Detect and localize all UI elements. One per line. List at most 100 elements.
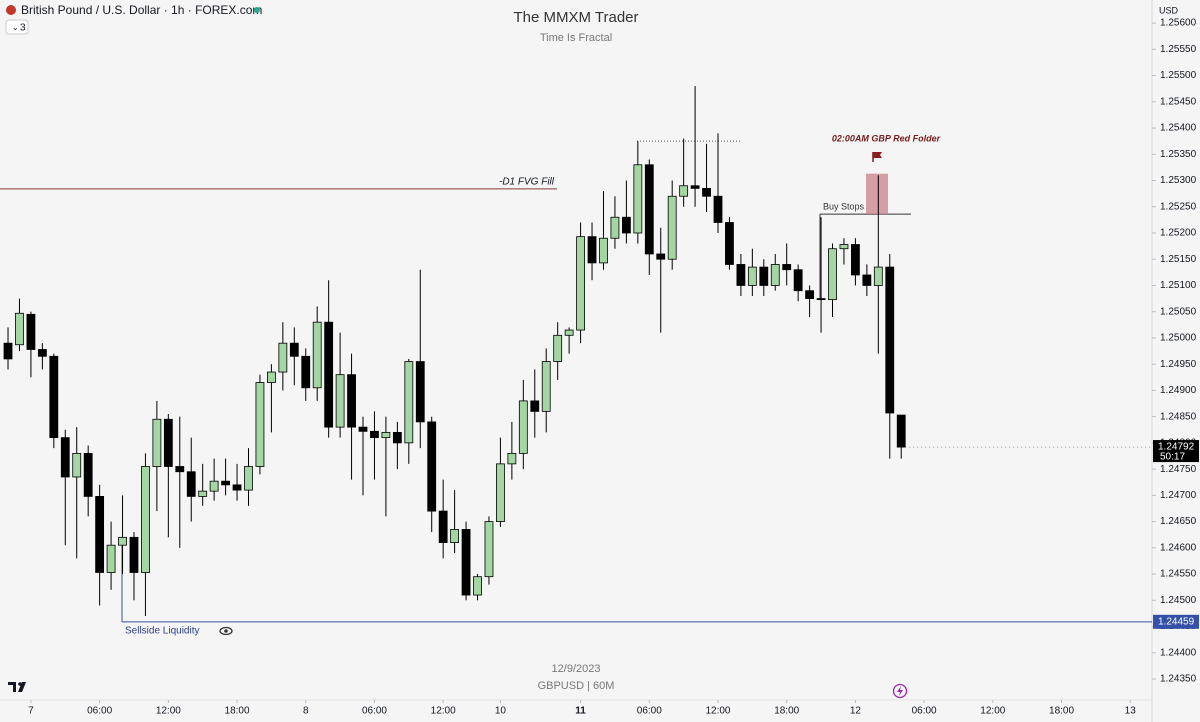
- candle-body: [839, 244, 849, 250]
- candle-body: [163, 418, 173, 467]
- sellside-price: 1.24459: [1158, 616, 1195, 627]
- candle-body: [37, 349, 47, 357]
- x-tick-label: 12: [850, 706, 862, 717]
- x-tick-label: 18:00: [774, 706, 799, 717]
- candle-body: [576, 236, 585, 331]
- candle-body: [610, 216, 620, 239]
- y-tick-label: 1.24750: [1160, 464, 1197, 475]
- candle-body: [862, 274, 872, 286]
- eye-icon[interactable]: [219, 626, 233, 636]
- x-tick-label: 06:00: [87, 706, 112, 717]
- candle-body: [106, 544, 116, 573]
- candle-body: [221, 480, 230, 486]
- candle-body: [656, 253, 666, 260]
- candle-body: [152, 418, 162, 467]
- candle-body: [232, 484, 242, 491]
- candle-body: [690, 185, 700, 189]
- y-tick-label: 1.24850: [1160, 411, 1197, 422]
- candle-body: [198, 490, 208, 497]
- candle-body: [679, 185, 689, 197]
- candle-body: [564, 329, 574, 336]
- candle-body: [335, 374, 345, 428]
- y-tick-label: 1.24650: [1160, 516, 1197, 527]
- interval-dropdown[interactable]: [5, 19, 29, 35]
- y-tick-label: 1.25200: [1160, 228, 1197, 239]
- candle-body: [816, 298, 826, 301]
- candle-body: [461, 529, 471, 596]
- x-tick-label: 06:00: [362, 706, 387, 717]
- candle-body: [473, 576, 482, 596]
- y-tick-label: 1.25550: [1160, 44, 1197, 55]
- candle-body: [621, 216, 631, 234]
- candle-body: [770, 264, 780, 286]
- candle-body: [782, 264, 792, 271]
- x-tick-label: 06:00: [637, 706, 662, 717]
- x-tick-label: 12:00: [705, 706, 730, 717]
- y-tick-label: 1.25300: [1160, 175, 1197, 186]
- candle-body: [278, 342, 288, 373]
- y-tick-label: 1.24950: [1160, 359, 1197, 370]
- candle-body: [118, 536, 127, 546]
- candle-body: [15, 312, 24, 346]
- candle-body: [518, 400, 528, 454]
- sellside-price-box: [1153, 614, 1199, 629]
- candle-body: [553, 334, 563, 362]
- chevron: ⌄: [12, 23, 19, 32]
- last-price-box: [1153, 440, 1199, 463]
- candle-body: [885, 266, 895, 414]
- countdown: 50:17: [1160, 452, 1185, 463]
- candle-body: [83, 452, 93, 497]
- candle-body: [667, 195, 677, 260]
- candle-body: [289, 342, 299, 357]
- x-tick-label: 12:00: [431, 706, 456, 717]
- candle-body: [633, 164, 643, 234]
- candle-body: [828, 248, 837, 301]
- candle-body: [49, 355, 59, 439]
- currency: USD: [1159, 5, 1179, 15]
- candle-body: [301, 355, 311, 389]
- candle-body: [347, 374, 356, 428]
- y-tick-label: 1.25450: [1160, 96, 1197, 107]
- x-tick-label: 12:00: [156, 706, 181, 717]
- candle-body: [450, 529, 460, 543]
- y-tick-label: 1.25350: [1160, 149, 1197, 160]
- y-tick-label: 1.25050: [1160, 306, 1197, 317]
- candle-body: [747, 266, 757, 286]
- x-tick-label: 7: [28, 706, 34, 717]
- candle-body: [312, 321, 322, 389]
- candle-body: [427, 421, 437, 512]
- candle-body: [793, 269, 803, 292]
- symbol: British Pound / U.S. Dollar · 1h · FOREX…: [21, 3, 262, 17]
- chart-title: The MMXM Trader: [513, 9, 638, 26]
- y-tick-label: 1.25400: [1160, 123, 1197, 134]
- candle-body: [60, 437, 70, 478]
- candle-body: [644, 164, 654, 255]
- candle-body: [175, 466, 185, 473]
- y-tick-label: 1.25600: [1160, 18, 1197, 29]
- red-folder-label: 02:00AM GBP Red Folder: [832, 133, 941, 143]
- candle-body: [141, 466, 150, 573]
- candle-body: [896, 414, 906, 448]
- chart-subtitle: Time Is Fractal: [540, 32, 612, 44]
- x-tick-label: 18:00: [225, 706, 250, 717]
- y-tick-label: 1.25250: [1160, 201, 1197, 212]
- candle-body: [370, 430, 379, 439]
- x-tick-label: 12:00: [980, 706, 1005, 717]
- logo: [8, 682, 26, 692]
- candle-body: [507, 452, 517, 465]
- candle-body: [805, 290, 815, 299]
- candle-body: [381, 431, 391, 439]
- candle-body: [415, 361, 425, 423]
- y-tick-label: 1.25150: [1160, 254, 1197, 265]
- y-tick-label: 1.24350: [1160, 674, 1197, 685]
- candle-body: [324, 321, 334, 428]
- interval-count: 3: [20, 23, 26, 34]
- y-tick-label: 1.24500: [1160, 595, 1197, 606]
- y-tick-label: 1.24900: [1160, 385, 1197, 396]
- y-tick-label: 1.25100: [1160, 280, 1197, 291]
- x-tick-label: 18:00: [1049, 706, 1074, 717]
- footer-symbol: GBPUSD | 60M: [538, 680, 615, 692]
- lightning-icon[interactable]: [892, 683, 908, 699]
